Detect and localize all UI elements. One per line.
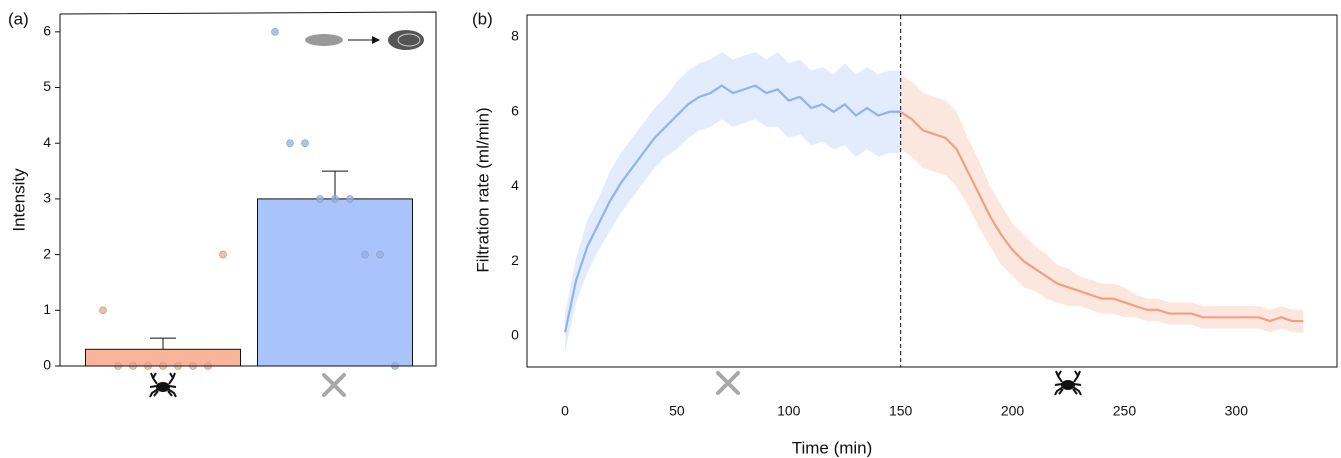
panel-label: (b) [472, 9, 493, 28]
y-tick-label: 0 [511, 327, 519, 343]
confidence-band [565, 51, 901, 351]
data-point [346, 195, 354, 203]
data-point [376, 250, 384, 259]
x-tick-label: 50 [669, 403, 685, 419]
error-bar [150, 337, 176, 350]
y-axis-label: Intensity [9, 168, 28, 232]
x-tick-label: 200 [1001, 403, 1025, 419]
y-tick-label: 4 [511, 177, 519, 193]
line [563, 84, 901, 333]
data-point [331, 195, 339, 203]
bar [257, 198, 413, 367]
x-tick-label: 0 [561, 403, 569, 419]
y-tick-label: 8 [511, 28, 519, 44]
y-axis-label: Filtration rate (ml/min) [473, 107, 492, 272]
x-tick-label: 150 [889, 403, 913, 419]
axes [59, 11, 437, 367]
oyster-icons [305, 30, 424, 50]
crab-icon [149, 372, 177, 398]
axes [526, 14, 1338, 368]
panel-label: (a) [8, 9, 29, 28]
y-tick-label: 5 [43, 78, 51, 94]
data-point [99, 306, 107, 315]
crab-icon [1054, 370, 1082, 396]
data-point [271, 28, 279, 36]
line [900, 110, 1304, 323]
data-point [316, 195, 324, 203]
x-tick-label: 300 [1225, 403, 1249, 419]
data-point [361, 250, 369, 259]
x-tick-label: 100 [777, 403, 801, 419]
y-tick-label: 0 [43, 357, 51, 373]
y-tick-label: 2 [43, 245, 51, 261]
y-tick-label: 6 [511, 102, 519, 118]
error-bar [322, 170, 348, 199]
x-axis-label: Time (min) [792, 438, 873, 457]
y-tick-label: 6 [43, 23, 51, 39]
data-point [219, 250, 227, 259]
data-point [301, 139, 309, 148]
cross-icon [322, 373, 346, 397]
y-tick-label: 2 [511, 252, 519, 268]
y-tick-label: 3 [43, 190, 51, 206]
y-tick-label: 4 [43, 134, 51, 150]
data-point [286, 139, 294, 148]
confidence-band [900, 74, 1304, 333]
x-tick-label: 250 [1113, 403, 1137, 419]
cross-icon [716, 371, 740, 395]
y-tick-label: 1 [43, 301, 51, 317]
